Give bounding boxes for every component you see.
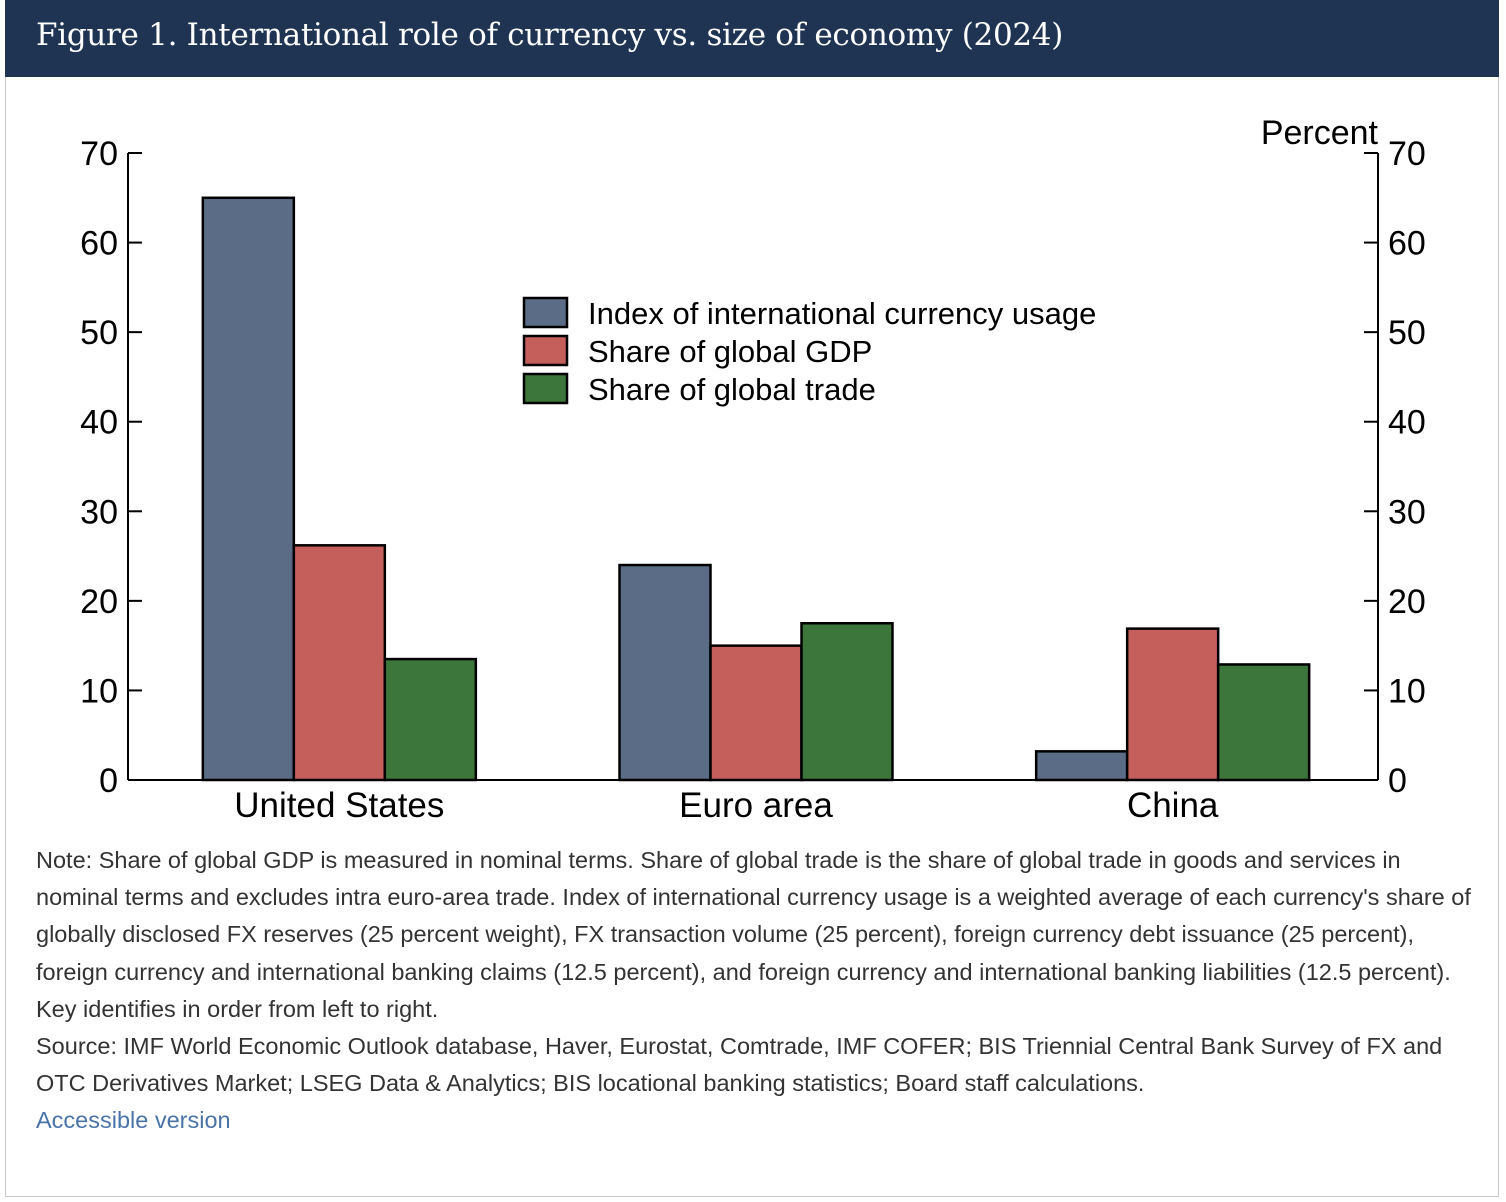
y-tick-label-left: 70 — [80, 135, 118, 173]
bar-united-states-series-2 — [292, 544, 387, 782]
accessible-version-link[interactable]: Accessible version — [36, 1107, 231, 1134]
figure-header: Figure 1. International role of currency… — [5, 0, 1499, 77]
unit-label: Percent — [1261, 114, 1379, 152]
legend-label: Index of international currency usage — [588, 296, 1096, 331]
legend-swatch — [522, 334, 569, 367]
x-category-label: United States — [234, 786, 444, 825]
y-tick-label-right: 0 — [1388, 762, 1407, 800]
figure-notes: Note: Share of global GDP is measured in… — [36, 842, 1486, 1140]
y-tick-label-left: 10 — [80, 672, 118, 710]
bar-euro-area-series-1 — [618, 563, 712, 782]
y-tick-label-left: 0 — [99, 762, 118, 800]
bar-china-series-2 — [1125, 627, 1220, 782]
bar-euro-area-series-3 — [800, 622, 894, 782]
y-tick-label-right: 20 — [1388, 583, 1426, 621]
legend-label: Share of global trade — [588, 372, 876, 407]
x-category-label: Euro area — [679, 786, 833, 825]
y-tick-label-right: 50 — [1388, 314, 1426, 352]
bar-china-series-3 — [1216, 663, 1311, 782]
bar-united-states-series-3 — [383, 657, 478, 782]
bar-euro-area-series-2 — [709, 644, 803, 782]
y-tick-label-right: 70 — [1388, 135, 1426, 173]
legend-swatch — [522, 296, 569, 329]
bar-united-states-series-1 — [201, 196, 296, 782]
bar-chart: 0 0 10 10 20 20 30 30 40 40 50 50 60 60 70 70 United St… — [80, 114, 1426, 825]
source-text: Source: IMF World Economic Outlook datab… — [36, 1033, 1443, 1097]
y-tick-label-left: 40 — [80, 404, 118, 442]
chart-legend: Index of international currency usageSha… — [522, 296, 1096, 407]
figure-title: Figure 1. International role of currency… — [36, 17, 1064, 53]
y-tick-label-left: 50 — [80, 314, 118, 352]
y-tick-label-left: 60 — [80, 225, 118, 263]
x-category-label: China — [1127, 786, 1219, 825]
y-tick-label-left: 30 — [80, 493, 118, 531]
legend-label: Share of global GDP — [588, 334, 872, 369]
chart-bars: United States Euro area China — [201, 196, 1311, 825]
bar-china-series-1 — [1034, 750, 1129, 782]
y-tick-label-right: 60 — [1388, 225, 1426, 263]
y-tick-label-right: 10 — [1388, 672, 1426, 710]
y-tick-label-right: 30 — [1388, 493, 1426, 531]
legend-swatch — [522, 372, 569, 405]
note-text: Note: Share of global GDP is measured in… — [36, 847, 1471, 1022]
y-tick-label-left: 20 — [80, 583, 118, 621]
y-tick-label-right: 40 — [1388, 404, 1426, 442]
